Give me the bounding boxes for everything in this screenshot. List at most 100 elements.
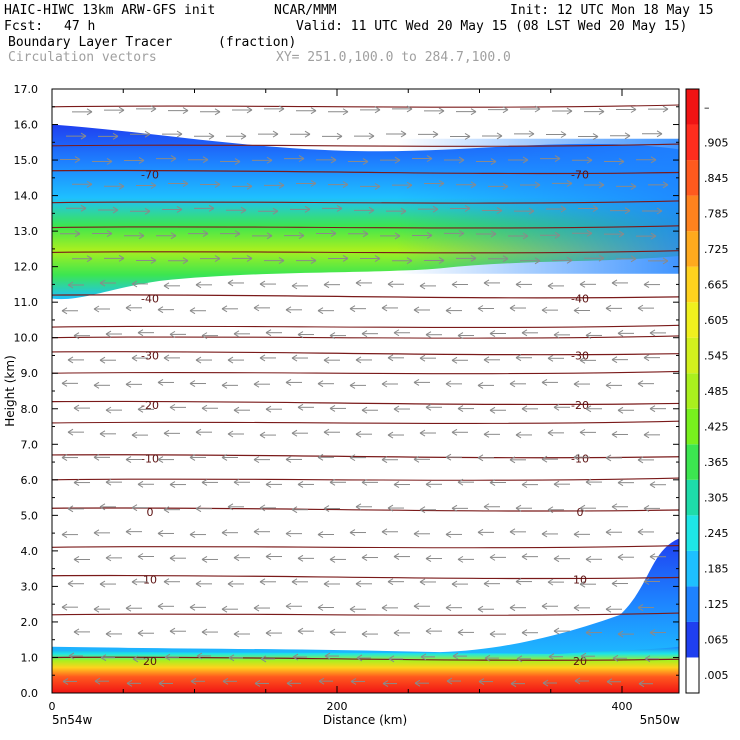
vector-head [585, 332, 592, 339]
vector-head [73, 332, 80, 340]
vector-head [547, 506, 554, 514]
vector-head [573, 453, 580, 461]
vector-head [489, 553, 496, 561]
vector-head [643, 578, 650, 585]
vector-head [387, 431, 394, 439]
vector-head [61, 379, 68, 387]
vector-head [489, 630, 496, 638]
colorbar-label: .185 [704, 563, 729, 576]
vector-head [125, 304, 132, 312]
vector-head [112, 206, 119, 214]
vector-head [374, 182, 381, 190]
circulation-vectors [60, 105, 669, 688]
vector-head [573, 380, 580, 388]
vector-head [291, 506, 298, 514]
y-tick-label: 13.0 [14, 225, 39, 238]
vector-head [266, 156, 273, 164]
x-tick-label: 200 [327, 700, 348, 713]
vector-head [598, 254, 605, 262]
init-time: Init: 12 UTC Mon 18 May 15 [510, 3, 714, 18]
vector-head [445, 604, 452, 612]
vector-head [617, 630, 624, 638]
y-tick-label: 14.0 [14, 190, 39, 203]
vector-head [630, 255, 637, 263]
vector-head [368, 206, 375, 214]
vector-head [80, 132, 87, 140]
vector-head [278, 105, 285, 113]
vector-head [285, 602, 292, 610]
isotherm-label: -20 [141, 399, 159, 412]
xy-label: XY= 251.0,100.0 to 284.7,100.0 [276, 50, 511, 65]
vector-head [521, 481, 528, 489]
vector-head [477, 454, 484, 462]
vector-head [259, 504, 266, 512]
isotherm-label: -40 [571, 293, 589, 306]
vector-head [414, 679, 421, 687]
vector-head [163, 506, 170, 514]
vector-head [489, 479, 496, 486]
colorbar-frame [685, 88, 700, 694]
isotherm-label: -20 [571, 399, 589, 412]
vector-head [195, 428, 202, 436]
vector-head [470, 108, 477, 116]
vector-head [521, 553, 528, 561]
fcst-value: 47 h [64, 19, 96, 34]
vector-head [438, 180, 445, 187]
colorbar-swatch [686, 337, 699, 374]
vector-head [93, 605, 100, 613]
vector-head [329, 332, 336, 340]
y-tick-label: 15.0 [14, 154, 39, 167]
vector-head [445, 453, 452, 461]
vector-head [182, 107, 189, 114]
vector-head [547, 354, 554, 362]
colorbar-swatch [686, 302, 699, 338]
vector-head [451, 504, 458, 512]
vector-head [393, 629, 400, 637]
vector-head [265, 553, 272, 560]
vector-head [611, 503, 618, 511]
vector-head [349, 529, 356, 536]
vector-head [483, 356, 490, 364]
vector-head [579, 580, 586, 588]
vector-head [554, 231, 561, 239]
org-label: NCAR/MMM [274, 3, 337, 18]
vector-head [73, 556, 80, 563]
vector-head [605, 304, 612, 312]
vectors-label: Circulation vectors [8, 50, 157, 65]
vector-head [61, 307, 68, 315]
vector-head [400, 130, 407, 138]
vector-head [349, 454, 356, 462]
vector-head [534, 257, 541, 265]
vector-head [201, 556, 208, 563]
vector-head [368, 132, 375, 140]
vector-head [356, 654, 363, 662]
vector-head [650, 232, 657, 240]
vector-head [227, 430, 234, 438]
vector-head [580, 652, 587, 660]
colorbar-swatch [686, 160, 699, 196]
vector-head [649, 329, 656, 337]
vector-head [93, 453, 100, 461]
vector-head [406, 105, 413, 113]
vector-head [61, 603, 68, 611]
vector-head [253, 380, 260, 388]
vector-head [297, 627, 304, 635]
isotherm-label: -10 [141, 453, 159, 466]
vector-head [195, 356, 202, 364]
vector-head [323, 281, 330, 289]
vector-head [477, 381, 484, 389]
vector-head [99, 430, 106, 438]
vector-head [510, 680, 517, 688]
vector-head [106, 158, 113, 165]
vector-head [419, 578, 426, 586]
vector-head [458, 156, 465, 164]
vector-head [585, 405, 592, 413]
vector-head [541, 378, 548, 386]
vector-head [618, 158, 625, 165]
vector-head [272, 130, 279, 138]
vector-head [483, 430, 490, 438]
vector-head [221, 605, 228, 613]
vector-head [374, 106, 381, 114]
vector-head [349, 605, 356, 613]
isoline [52, 545, 679, 549]
